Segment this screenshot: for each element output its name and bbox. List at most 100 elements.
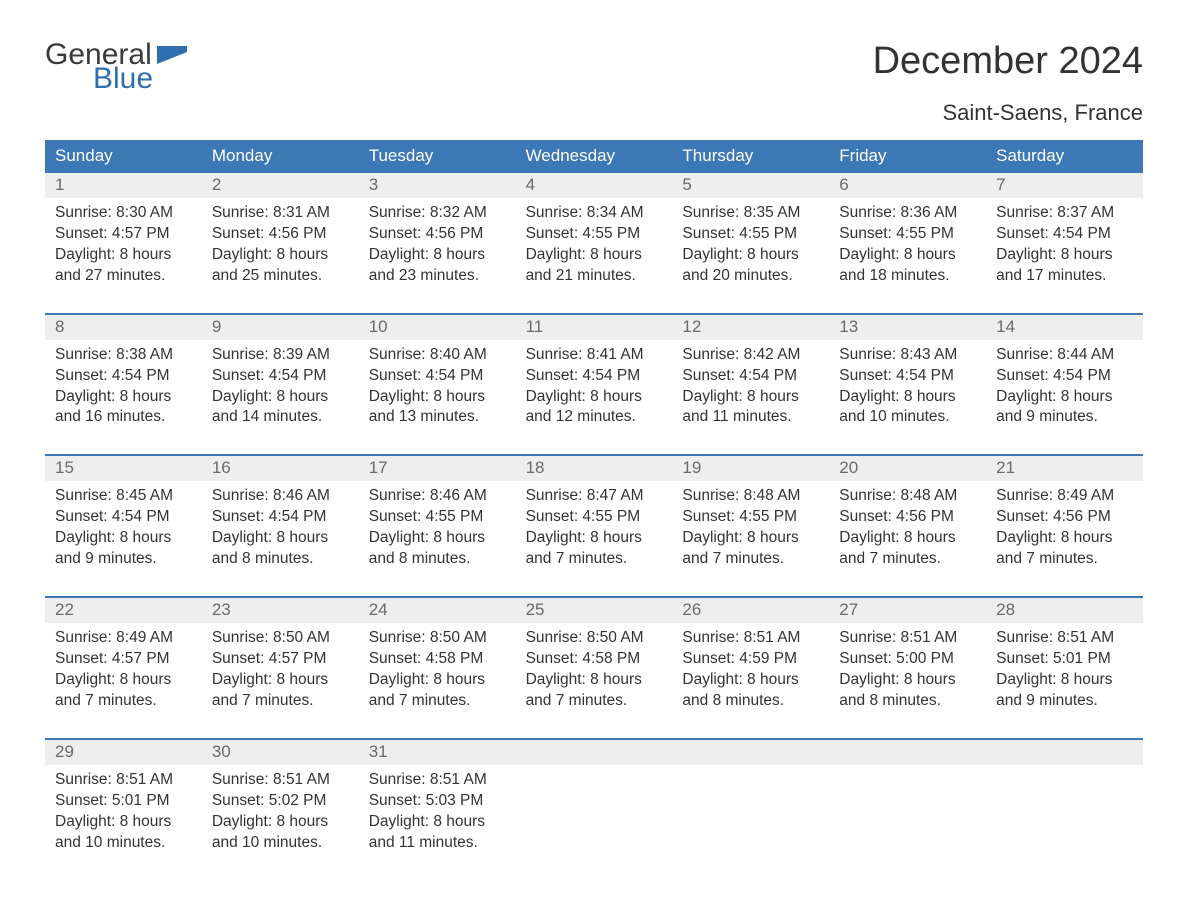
day-cell: Sunrise: 8:42 AMSunset: 4:54 PMDaylight:…: [672, 340, 829, 437]
day-sunrise: Sunrise: 8:50 AM: [526, 628, 663, 649]
day-d1: Daylight: 8 hours: [996, 670, 1133, 691]
day-cell: Sunrise: 8:43 AMSunset: 4:54 PMDaylight:…: [829, 340, 986, 437]
day-cell: Sunrise: 8:48 AMSunset: 4:55 PMDaylight:…: [672, 481, 829, 578]
day-sunrise: Sunrise: 8:51 AM: [369, 770, 506, 791]
day-d1: Daylight: 8 hours: [996, 387, 1133, 408]
day-sunset: Sunset: 4:54 PM: [212, 507, 349, 528]
day-d2: and 17 minutes.: [996, 266, 1133, 287]
weekday-header: Tuesday: [359, 140, 516, 173]
day-cell: Sunrise: 8:51 AMSunset: 5:00 PMDaylight:…: [829, 623, 986, 720]
day-d1: Daylight: 8 hours: [839, 670, 976, 691]
day-d1: Daylight: 8 hours: [682, 245, 819, 266]
day-d2: and 8 minutes.: [682, 691, 819, 712]
day-sunrise: Sunrise: 8:46 AM: [212, 486, 349, 507]
day-cell: Sunrise: 8:34 AMSunset: 4:55 PMDaylight:…: [516, 198, 673, 295]
day-d2: and 9 minutes.: [55, 549, 192, 570]
day-cell: Sunrise: 8:36 AMSunset: 4:55 PMDaylight:…: [829, 198, 986, 295]
brand-text: General Blue: [45, 40, 153, 94]
day-sunrise: Sunrise: 8:51 AM: [682, 628, 819, 649]
day-sunset: Sunset: 4:56 PM: [996, 507, 1133, 528]
day-number: 29: [45, 740, 202, 765]
day-cell: Sunrise: 8:51 AMSunset: 5:01 PMDaylight:…: [986, 623, 1143, 720]
day-sunrise: Sunrise: 8:40 AM: [369, 345, 506, 366]
day-sunset: Sunset: 4:58 PM: [369, 649, 506, 670]
weekday-header-row: SundayMondayTuesdayWednesdayThursdayFrid…: [45, 140, 1143, 173]
day-sunset: Sunset: 4:54 PM: [55, 366, 192, 387]
page-header: General Blue December 2024: [45, 40, 1143, 94]
day-number: 24: [359, 598, 516, 623]
day-cell: Sunrise: 8:50 AMSunset: 4:58 PMDaylight:…: [516, 623, 673, 720]
weekday-header: Monday: [202, 140, 359, 173]
day-d1: Daylight: 8 hours: [839, 528, 976, 549]
flag-icon: [157, 46, 187, 75]
daynum-row: 293031: [45, 740, 1143, 765]
day-d2: and 20 minutes.: [682, 266, 819, 287]
day-number: 21: [986, 456, 1143, 481]
day-number: 1: [45, 173, 202, 198]
day-cell: Sunrise: 8:46 AMSunset: 4:55 PMDaylight:…: [359, 481, 516, 578]
day-sunset: Sunset: 5:01 PM: [55, 791, 192, 812]
day-d2: and 11 minutes.: [682, 407, 819, 428]
day-cell: Sunrise: 8:32 AMSunset: 4:56 PMDaylight:…: [359, 198, 516, 295]
day-number: 4: [516, 173, 673, 198]
day-number: 3: [359, 173, 516, 198]
day-cell: Sunrise: 8:44 AMSunset: 4:54 PMDaylight:…: [986, 340, 1143, 437]
day-number: 19: [672, 456, 829, 481]
day-cell: [986, 765, 1143, 862]
day-d1: Daylight: 8 hours: [369, 528, 506, 549]
day-sunrise: Sunrise: 8:49 AM: [996, 486, 1133, 507]
day-d2: and 10 minutes.: [55, 833, 192, 854]
day-sunset: Sunset: 4:55 PM: [682, 224, 819, 245]
day-number: 11: [516, 315, 673, 340]
day-cell: Sunrise: 8:40 AMSunset: 4:54 PMDaylight:…: [359, 340, 516, 437]
day-sunset: Sunset: 5:01 PM: [996, 649, 1133, 670]
day-number: 9: [202, 315, 359, 340]
weekday-header: Friday: [829, 140, 986, 173]
day-sunrise: Sunrise: 8:39 AM: [212, 345, 349, 366]
day-d2: and 13 minutes.: [369, 407, 506, 428]
day-sunset: Sunset: 4:54 PM: [212, 366, 349, 387]
day-cell: Sunrise: 8:48 AMSunset: 4:56 PMDaylight:…: [829, 481, 986, 578]
day-d1: Daylight: 8 hours: [369, 670, 506, 691]
day-sunrise: Sunrise: 8:46 AM: [369, 486, 506, 507]
day-d2: and 7 minutes.: [996, 549, 1133, 570]
daynum-row: 1234567: [45, 173, 1143, 198]
day-sunrise: Sunrise: 8:41 AM: [526, 345, 663, 366]
day-sunrise: Sunrise: 8:48 AM: [682, 486, 819, 507]
day-sunset: Sunset: 4:59 PM: [682, 649, 819, 670]
day-cell: [516, 765, 673, 862]
day-d1: Daylight: 8 hours: [839, 245, 976, 266]
day-cell: Sunrise: 8:38 AMSunset: 4:54 PMDaylight:…: [45, 340, 202, 437]
day-d2: and 25 minutes.: [212, 266, 349, 287]
day-d1: Daylight: 8 hours: [55, 528, 192, 549]
day-d2: and 7 minutes.: [526, 691, 663, 712]
day-sunrise: Sunrise: 8:44 AM: [996, 345, 1133, 366]
day-d2: and 10 minutes.: [839, 407, 976, 428]
day-sunset: Sunset: 4:57 PM: [55, 224, 192, 245]
day-sunset: Sunset: 4:55 PM: [682, 507, 819, 528]
day-d2: and 16 minutes.: [55, 407, 192, 428]
day-number: 15: [45, 456, 202, 481]
day-d1: Daylight: 8 hours: [212, 670, 349, 691]
day-sunrise: Sunrise: 8:51 AM: [839, 628, 976, 649]
day-d1: Daylight: 8 hours: [996, 245, 1133, 266]
weekday-header: Thursday: [672, 140, 829, 173]
day-sunset: Sunset: 5:00 PM: [839, 649, 976, 670]
day-d1: Daylight: 8 hours: [55, 387, 192, 408]
day-sunset: Sunset: 4:56 PM: [369, 224, 506, 245]
day-d2: and 11 minutes.: [369, 833, 506, 854]
day-sunrise: Sunrise: 8:34 AM: [526, 203, 663, 224]
day-d2: and 9 minutes.: [996, 407, 1133, 428]
day-number: 31: [359, 740, 516, 765]
day-d2: and 7 minutes.: [682, 549, 819, 570]
day-cell: Sunrise: 8:31 AMSunset: 4:56 PMDaylight:…: [202, 198, 359, 295]
day-d1: Daylight: 8 hours: [996, 528, 1133, 549]
day-number: 10: [359, 315, 516, 340]
day-cell: Sunrise: 8:49 AMSunset: 4:57 PMDaylight:…: [45, 623, 202, 720]
day-d1: Daylight: 8 hours: [526, 245, 663, 266]
title-block: December 2024: [873, 40, 1143, 83]
day-cell: Sunrise: 8:50 AMSunset: 4:57 PMDaylight:…: [202, 623, 359, 720]
calendar-week: 15161718192021Sunrise: 8:45 AMSunset: 4:…: [45, 454, 1143, 578]
day-d1: Daylight: 8 hours: [212, 528, 349, 549]
day-d1: Daylight: 8 hours: [212, 812, 349, 833]
